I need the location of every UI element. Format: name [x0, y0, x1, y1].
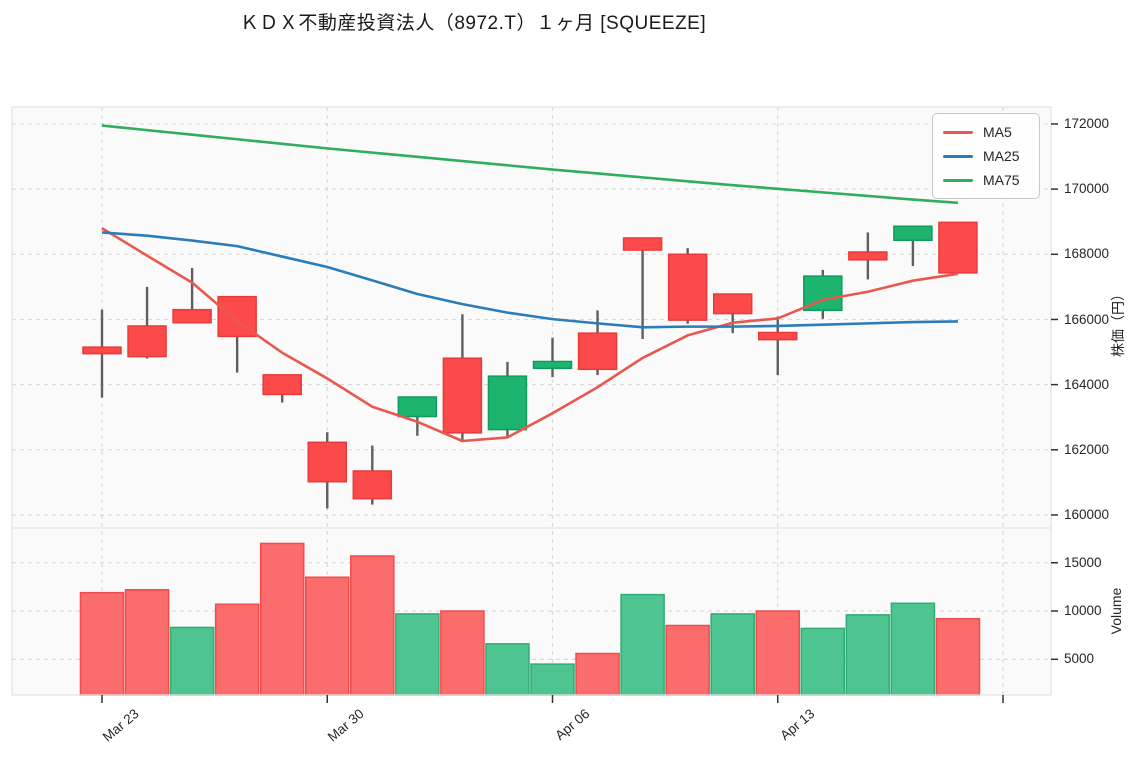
- volume-bar-7: [350, 555, 395, 696]
- ma25-line-swatch: [943, 154, 973, 158]
- volume-bar-14: [665, 624, 710, 696]
- candle-body-14: [667, 253, 708, 321]
- candle-body-1: [82, 346, 122, 355]
- candle-body-8: [397, 396, 438, 418]
- volume-tick-label: 5000: [1064, 651, 1095, 667]
- candle-body-19: [893, 225, 933, 242]
- volume-bar-19: [890, 602, 936, 696]
- candle-body-11: [532, 360, 573, 370]
- volume-bar-3: [169, 626, 215, 696]
- candle-body-15: [712, 293, 753, 315]
- candle-body-13: [622, 237, 663, 251]
- price-tick-label: 160000: [1064, 507, 1110, 522]
- candle-body-10: [487, 375, 528, 431]
- volume-bar-1: [79, 591, 125, 696]
- chart-title: ＫＤＸ不動産投資法人（8972.T）１ヶ月 [SQUEEZE]: [239, 13, 707, 34]
- candle-body-18: [848, 251, 888, 261]
- volume-bar-15: [710, 613, 755, 696]
- volume-bar-4: [214, 603, 260, 696]
- legend-item-ma25: MA25: [943, 144, 1029, 168]
- volume-bar-5: [259, 542, 305, 696]
- legend-item-ma75: MA75: [943, 168, 1029, 192]
- candle-body-2: [127, 325, 167, 358]
- candle-body-6: [307, 441, 347, 483]
- volume-bar-11: [530, 663, 575, 696]
- ma75-line-swatch: [943, 178, 973, 182]
- volume-bar-6: [304, 576, 350, 696]
- plot-border: [11, 106, 1052, 696]
- price-tick-label: 164000: [1064, 376, 1110, 392]
- volume-bar-2: [124, 589, 170, 696]
- legend-item-ma5: MA5: [943, 120, 1029, 144]
- price-tick-label: 162000: [1064, 441, 1110, 457]
- candle-body-5: [262, 374, 302, 396]
- volume-bar-18: [845, 614, 891, 696]
- candle-body-3: [172, 308, 212, 324]
- volume-tick-label: 15000: [1064, 554, 1102, 570]
- price-tick-label: 166000: [1064, 311, 1110, 327]
- volume-bar-8: [395, 613, 440, 696]
- candle-body-9: [442, 357, 483, 434]
- volume-tick-label: 10000: [1064, 603, 1102, 618]
- volume-bar-10: [485, 643, 530, 696]
- volume-bar-9: [440, 610, 485, 696]
- plot-background: [12, 107, 1051, 695]
- volume-bar-16: [755, 610, 801, 696]
- ma5-line: [101, 227, 959, 443]
- volume-bar-13: [620, 593, 665, 696]
- price-tick-label: 170000: [1064, 181, 1110, 197]
- candle-body-16: [758, 331, 798, 341]
- volume-bar-20: [935, 617, 981, 696]
- candle-body-7: [352, 470, 393, 500]
- volume-bar-12: [575, 652, 620, 696]
- price-tick-label: 172000: [1064, 115, 1110, 131]
- volume-bar-17: [800, 627, 846, 696]
- candle-body-20: [938, 221, 978, 274]
- ma75-line: [101, 124, 959, 205]
- price-tick-label: 168000: [1064, 246, 1110, 262]
- ma5-line-swatch: [943, 130, 973, 134]
- candle-body-12: [577, 332, 618, 371]
- ma25-line: [101, 231, 958, 329]
- legend: MA5 MA25 MA75: [932, 113, 1040, 199]
